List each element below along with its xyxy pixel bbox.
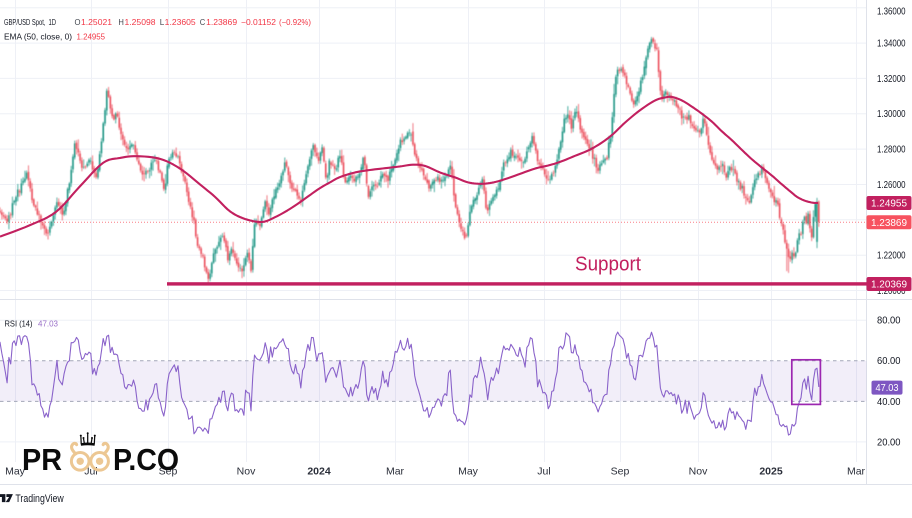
- svg-text:RSI (14): RSI (14): [5, 320, 33, 329]
- svg-text:H: H: [118, 18, 124, 27]
- svg-text:EMA (50, close, 0): EMA (50, close, 0): [4, 33, 72, 42]
- svg-text:1.36000: 1.36000: [877, 6, 906, 17]
- svg-text:PR: PR: [22, 442, 62, 477]
- svg-text:1.34000: 1.34000: [877, 39, 906, 50]
- svg-text:Sep: Sep: [159, 466, 178, 478]
- svg-text:1.32000: 1.32000: [877, 74, 906, 85]
- svg-text:GBP/USD Spot,: GBP/USD Spot,: [4, 18, 46, 27]
- svg-text:1.25021: 1.25021: [81, 18, 113, 27]
- svg-text:1.23869: 1.23869: [206, 18, 238, 27]
- svg-text:−0.01152: −0.01152: [241, 18, 277, 27]
- svg-text:1.30000: 1.30000: [877, 109, 906, 120]
- svg-text:Mar: Mar: [847, 466, 866, 478]
- svg-text:O: O: [75, 18, 81, 27]
- svg-text:Mar: Mar: [386, 466, 405, 478]
- svg-text:40.00: 40.00: [877, 397, 901, 408]
- svg-text:Support: Support: [575, 254, 641, 276]
- svg-text:1.23869: 1.23869: [871, 217, 907, 229]
- svg-text:80.00: 80.00: [877, 316, 901, 327]
- svg-text:Jul: Jul: [537, 466, 550, 478]
- svg-text:1.24955: 1.24955: [77, 33, 106, 42]
- svg-text:Nov: Nov: [689, 466, 708, 478]
- svg-text:1.22000: 1.22000: [877, 251, 906, 262]
- svg-text:1.20000: 1.20000: [877, 286, 906, 297]
- svg-text:47.03: 47.03: [38, 320, 59, 329]
- svg-text:1.25098: 1.25098: [125, 18, 157, 27]
- svg-text:1D: 1D: [49, 18, 57, 27]
- svg-text:20.00: 20.00: [877, 437, 901, 448]
- svg-text:1.23605: 1.23605: [165, 18, 197, 27]
- svg-text:Sep: Sep: [611, 466, 630, 478]
- svg-text:L: L: [160, 18, 165, 27]
- svg-text:May: May: [5, 466, 26, 478]
- svg-text:C: C: [200, 18, 206, 27]
- svg-text:1.28000: 1.28000: [877, 145, 906, 156]
- svg-text:1.26000: 1.26000: [877, 180, 906, 191]
- svg-text:May: May: [458, 466, 479, 478]
- svg-text:1.24955: 1.24955: [871, 198, 907, 210]
- svg-text:TradingView: TradingView: [15, 493, 63, 505]
- svg-text:2025: 2025: [759, 466, 783, 478]
- svg-text:1.20369: 1.20369: [871, 279, 907, 291]
- svg-text:Nov: Nov: [237, 466, 256, 478]
- svg-text:47.03: 47.03: [876, 383, 899, 394]
- svg-text:(−0.92%): (−0.92%): [279, 18, 311, 27]
- svg-text:2024: 2024: [307, 466, 331, 478]
- svg-text:60.00: 60.00: [877, 356, 901, 367]
- svg-text:P.CO: P.CO: [113, 442, 179, 477]
